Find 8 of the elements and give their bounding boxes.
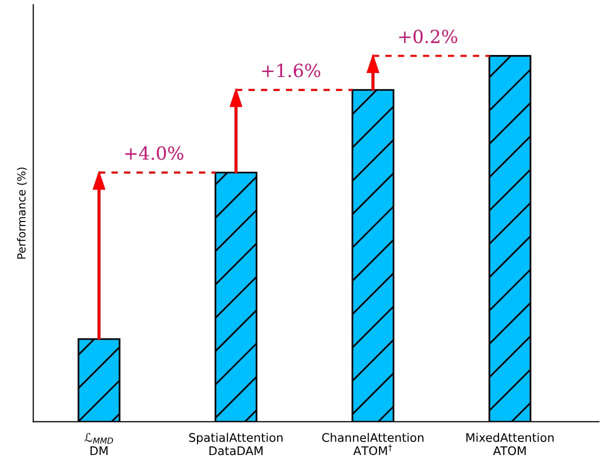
x-tick-label: ℒ$_{MMD}$ DM bbox=[84, 432, 114, 456]
x-tick-label: ChannelAttention ATOM$^{†}$ bbox=[322, 432, 424, 456]
y-axis-title: Performance (%) bbox=[16, 168, 27, 259]
x-tick-label: MixedAttention ATOM bbox=[466, 432, 554, 456]
annotation: +1.6% bbox=[262, 64, 320, 78]
text: +0.2% bbox=[399, 30, 458, 44]
x-tick-label: SpatialAttention DataDAM bbox=[189, 432, 283, 456]
annotation: +4.0% bbox=[125, 146, 184, 160]
